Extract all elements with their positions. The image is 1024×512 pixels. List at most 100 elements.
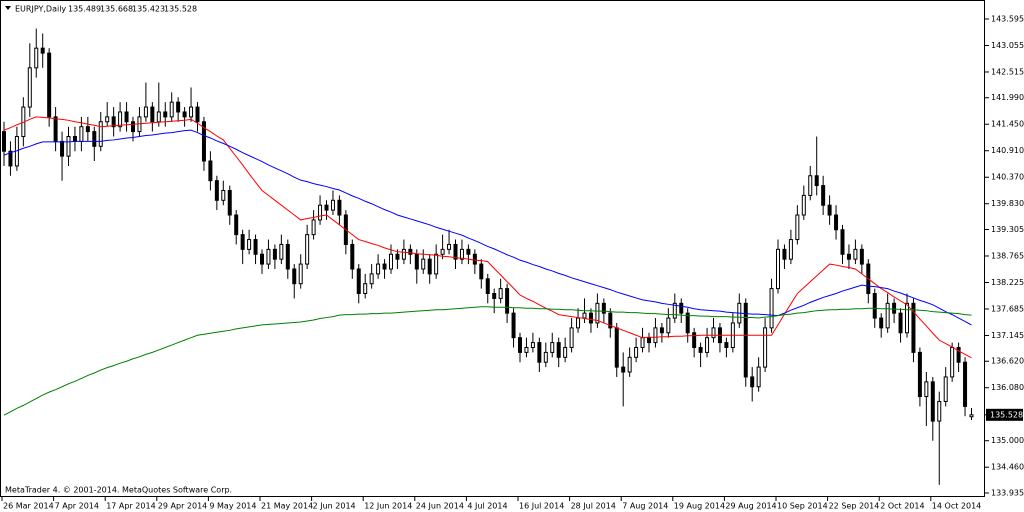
price-box (986, 408, 1023, 421)
candle-body (201, 121, 206, 162)
candle-body (614, 327, 619, 368)
candle-body (711, 327, 716, 339)
candle-body (776, 248, 780, 290)
candle-body (859, 248, 864, 265)
candle-body (743, 302, 748, 378)
x-tick-label: 12 Jun 2014 (364, 502, 412, 511)
y-tick-label: 138.765 (991, 251, 1024, 260)
candle-body (143, 106, 148, 118)
candle-body (118, 111, 123, 128)
candle-body (937, 400, 942, 422)
candle-body (72, 136, 77, 142)
candle-body (756, 366, 761, 388)
candle-body (608, 312, 613, 329)
x-tick-label: 17 Apr 2014 (106, 502, 155, 511)
candle-body (898, 312, 903, 334)
candle-body (453, 243, 458, 260)
candle-body (337, 199, 342, 216)
menu-triangle (5, 6, 11, 10)
candle-body (253, 239, 258, 255)
candle-body (459, 248, 464, 260)
candle-body (221, 189, 226, 201)
moving-average (3, 306, 972, 416)
candle-body (924, 381, 929, 398)
candle-body (292, 268, 297, 285)
x-tick-label: 14 Oct 2014 (932, 502, 981, 511)
candle-body (47, 52, 52, 118)
candle-body (414, 253, 419, 270)
candle-body (421, 258, 426, 270)
candle-body (260, 253, 264, 265)
candle-body (324, 204, 329, 211)
y-tick-label: 136.620 (991, 357, 1024, 366)
candle-body (666, 317, 671, 334)
candle-body (195, 106, 200, 123)
candle-body (808, 175, 813, 196)
y-tick-label: 143.595 (991, 14, 1024, 23)
candle-body (156, 111, 161, 123)
candle-body (85, 126, 90, 133)
candle-body (8, 150, 13, 167)
candle-body (524, 346, 529, 353)
candle-body (150, 106, 155, 123)
candle-body (827, 204, 832, 216)
candle-body (382, 263, 387, 270)
x-tick-label: 7 Aug 2014 (622, 502, 668, 511)
candle-body (234, 214, 239, 236)
candle-body (285, 243, 290, 270)
candle-body (98, 121, 103, 147)
candle-body (466, 248, 471, 255)
candle-body (305, 234, 310, 265)
candle-body (272, 248, 277, 260)
candle-body (395, 253, 400, 260)
candle-body (685, 312, 690, 334)
candle-body (427, 258, 432, 275)
candle-body (763, 327, 768, 368)
open-value: 135.489 (68, 5, 101, 14)
candle-body (311, 219, 316, 236)
candle-body (530, 342, 535, 348)
candle-body (247, 239, 252, 250)
candle-body (911, 302, 916, 353)
x-tick-label: 21 May 2014 (261, 502, 313, 511)
candle-body (92, 131, 97, 147)
candle-body (582, 312, 587, 319)
candle-body (479, 263, 484, 280)
candle-body (66, 136, 71, 157)
candle-body (298, 263, 303, 285)
candle-body (563, 346, 568, 358)
candle-body (485, 278, 490, 295)
candle-body (588, 312, 593, 324)
moving-average (3, 129, 972, 326)
y-tick-label: 141.990 (991, 93, 1024, 102)
candle-body (447, 243, 452, 250)
candle-body (518, 337, 522, 353)
candle-body (963, 361, 968, 407)
candle-body (440, 248, 445, 255)
x-tick-label: 22 Sep 2014 (829, 502, 880, 511)
candle-body (60, 140, 65, 157)
candle-body (105, 116, 110, 123)
candle-body (892, 302, 897, 314)
candle-body (879, 317, 884, 329)
candle-body (376, 263, 381, 275)
candle-body (885, 302, 890, 329)
x-tick-label: 2 Jun 2014 (313, 502, 356, 511)
candle-body (511, 312, 516, 339)
candle-body (543, 351, 548, 363)
candle-body (943, 376, 948, 402)
y-tick-label: 139.830 (991, 199, 1024, 208)
candle-body (853, 248, 858, 260)
candle-body (369, 273, 374, 285)
price-box-label: 135.528 (990, 410, 1023, 419)
candles (2, 28, 974, 485)
y-tick-label: 140.370 (991, 173, 1024, 182)
candle-body (556, 342, 561, 358)
candle-body (801, 194, 806, 216)
candle-body (788, 239, 793, 260)
footer-note: MetaTrader 4. © 2001-2014. MetaQuotes So… (5, 486, 232, 495)
candle-body (40, 47, 45, 54)
candle-body (550, 342, 555, 353)
candle-body (2, 131, 6, 152)
